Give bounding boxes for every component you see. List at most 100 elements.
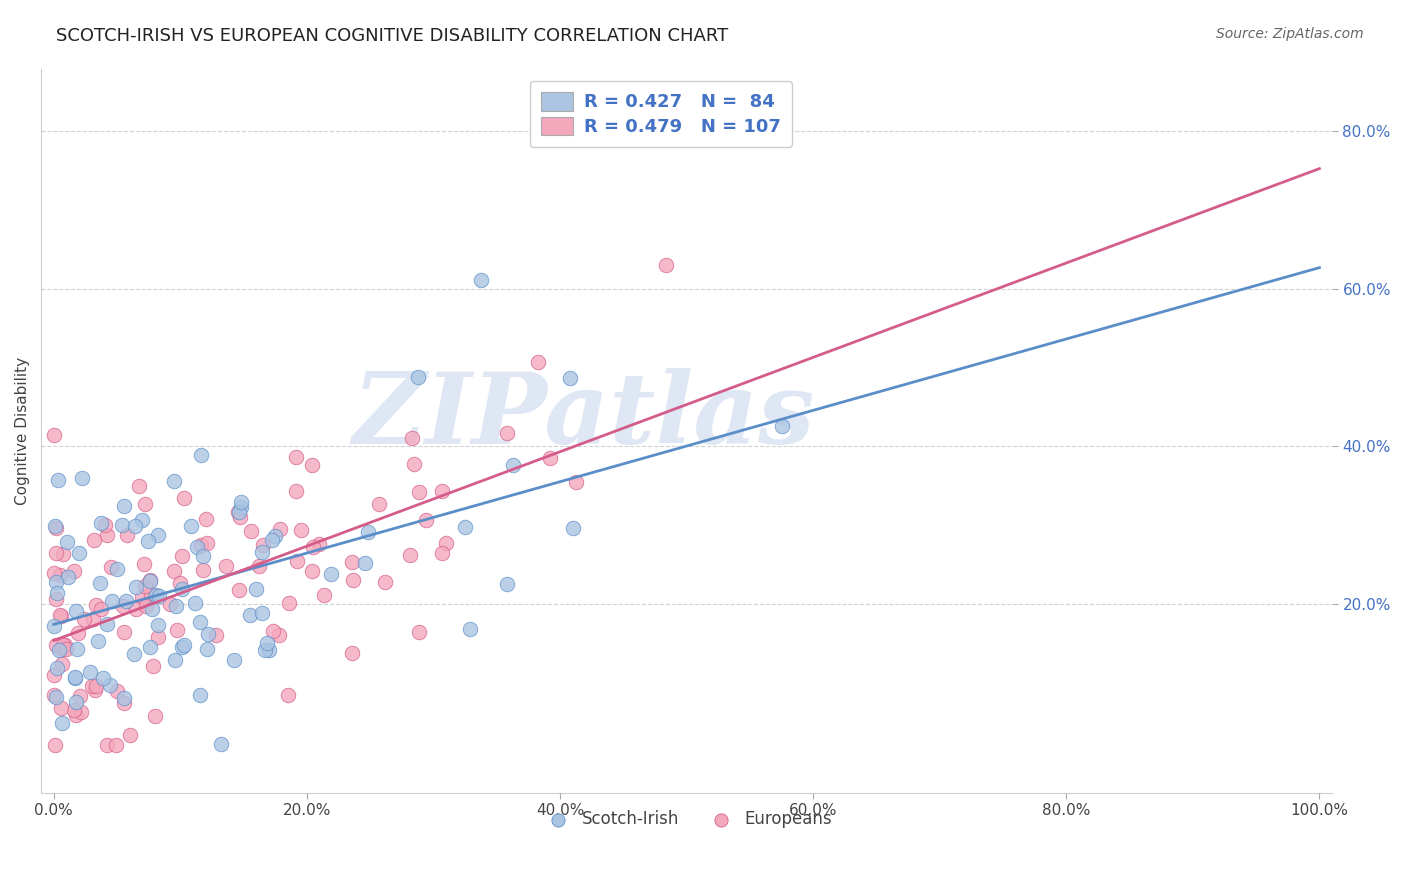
- Point: [56, 570, 79, 584]
- Point: [100, 560, 122, 574]
- Point: [51, 609, 73, 624]
- Point: [146, 618, 169, 632]
- Point: [63, 671, 86, 685]
- Point: [415, 513, 437, 527]
- Point: [90, 602, 112, 616]
- Point: [148, 528, 170, 542]
- Point: [562, 521, 585, 535]
- Point: [45, 545, 67, 559]
- Point: [138, 533, 160, 548]
- Point: [112, 499, 135, 513]
- Point: [42, 566, 65, 581]
- Point: [340, 646, 363, 660]
- Point: [173, 638, 195, 652]
- Point: [502, 458, 524, 472]
- Point: [82, 612, 104, 626]
- Point: [105, 739, 128, 753]
- Point: [209, 737, 232, 751]
- Point: [45, 586, 67, 600]
- Point: [94, 518, 117, 533]
- Point: [98, 678, 121, 692]
- Point: [180, 519, 202, 533]
- Point: [83, 533, 105, 548]
- Point: [56, 534, 79, 549]
- Point: [125, 580, 148, 594]
- Point: [48, 642, 70, 657]
- Point: [73, 611, 96, 625]
- Point: [284, 450, 307, 464]
- Point: [79, 665, 101, 679]
- Point: [285, 483, 308, 498]
- Point: [197, 627, 219, 641]
- Point: [51, 715, 73, 730]
- Point: [63, 670, 86, 684]
- Point: [190, 537, 212, 551]
- Point: [112, 696, 135, 710]
- Point: [96, 528, 118, 542]
- Point: [228, 506, 250, 520]
- Text: Source: ZipAtlas.com: Source: ZipAtlas.com: [1216, 27, 1364, 41]
- Point: [342, 573, 364, 587]
- Point: [222, 653, 245, 667]
- Point: [67, 626, 90, 640]
- Point: [45, 574, 67, 589]
- Point: [44, 519, 66, 533]
- Point: [340, 555, 363, 569]
- Point: [44, 688, 66, 702]
- Point: [357, 525, 380, 540]
- Point: [90, 516, 112, 530]
- Point: [190, 448, 212, 462]
- Point: [69, 706, 91, 720]
- Point: [96, 616, 118, 631]
- Point: [45, 591, 67, 606]
- Point: [131, 590, 153, 604]
- Point: [115, 528, 138, 542]
- Point: [163, 564, 186, 578]
- Point: [101, 593, 124, 607]
- Point: [65, 695, 87, 709]
- Point: [143, 709, 166, 723]
- Point: [112, 691, 135, 706]
- Legend: Scotch-Irish, Europeans: Scotch-Irish, Europeans: [534, 804, 838, 835]
- Point: [252, 538, 274, 552]
- Point: [65, 707, 87, 722]
- Point: [142, 659, 165, 673]
- Point: [170, 582, 193, 596]
- Point: [139, 574, 162, 589]
- Point: [191, 549, 214, 563]
- Point: [44, 739, 66, 753]
- Point: [45, 661, 67, 675]
- Point: [170, 640, 193, 655]
- Point: [124, 519, 146, 533]
- Point: [172, 549, 194, 564]
- Point: [163, 474, 186, 488]
- Point: [135, 599, 157, 614]
- Point: [404, 457, 426, 471]
- Point: [67, 546, 90, 560]
- Point: [138, 574, 160, 588]
- Point: [53, 639, 76, 653]
- Point: [231, 500, 253, 514]
- Point: [256, 636, 278, 650]
- Point: [141, 587, 163, 601]
- Point: [285, 554, 308, 568]
- Point: [495, 577, 517, 591]
- Point: [191, 563, 214, 577]
- Point: [69, 689, 91, 703]
- Point: [254, 643, 277, 657]
- Point: [526, 355, 548, 369]
- Point: [430, 546, 453, 560]
- Point: [454, 520, 477, 534]
- Point: [301, 458, 323, 472]
- Point: [250, 606, 273, 620]
- Point: [120, 729, 142, 743]
- Point: [173, 491, 195, 505]
- Point: [408, 625, 430, 640]
- Point: [65, 604, 87, 618]
- Point: [49, 701, 72, 715]
- Point: [134, 578, 156, 592]
- Point: [495, 426, 517, 441]
- Point: [82, 679, 104, 693]
- Point: [204, 627, 226, 641]
- Point: [125, 601, 148, 615]
